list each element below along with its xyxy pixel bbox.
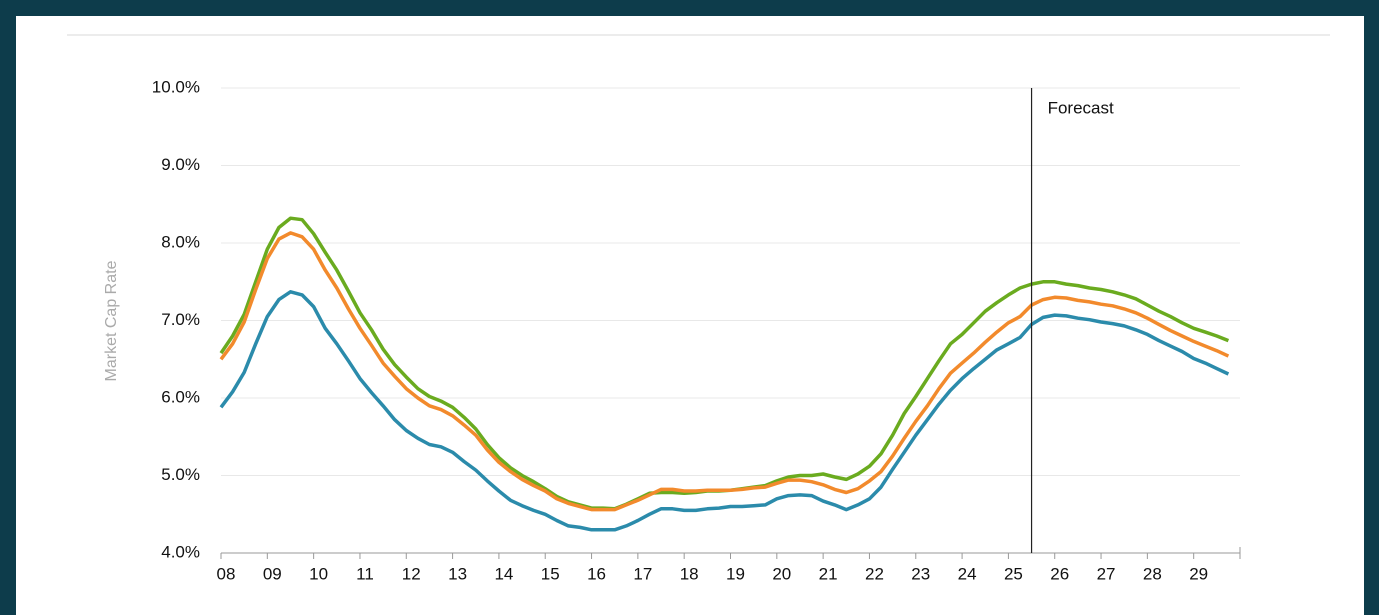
x-tick-label: 11 [356, 564, 374, 583]
y-tick-label: 9.0% [161, 155, 200, 174]
x-tick-label: 18 [680, 564, 699, 583]
y-tick-label: 6.0% [161, 387, 200, 406]
x-tick-label: 20 [772, 564, 791, 583]
x-tick-label: 12 [402, 564, 421, 583]
x-tick-label: 29 [1189, 564, 1208, 583]
annotation: Forecast [1048, 98, 1114, 117]
x-tick-label: 21 [819, 564, 838, 583]
x-tick-label: 15 [541, 564, 560, 583]
y-axis-label: Market Cap Rate [103, 260, 120, 381]
x-tick-label: 09 [263, 564, 282, 583]
x-tick-label: 16 [587, 564, 606, 583]
x-tick-label: 08 [217, 564, 236, 583]
x-tick-label: 23 [911, 564, 930, 583]
x-tick-label: 13 [448, 564, 467, 583]
x-tick-label: 28 [1143, 564, 1162, 583]
line-series [219, 216, 1230, 511]
x-tick-label: 26 [1050, 564, 1069, 583]
y-tick-label: 5.0% [161, 465, 200, 484]
line-series [219, 290, 1230, 532]
x-tick-label: 22 [865, 564, 884, 583]
x-tick-label: 24 [958, 564, 977, 583]
y-tick-label: 4.0% [161, 542, 200, 561]
x-tick-label: 10 [309, 564, 328, 583]
x-tick-label: 25 [1004, 564, 1023, 583]
line-series [219, 231, 1230, 512]
y-tick-label: 7.0% [161, 310, 200, 329]
x-tick-label: 27 [1097, 564, 1116, 583]
x-tick-label: 14 [494, 564, 513, 583]
y-tick-label: 8.0% [161, 232, 200, 251]
x-tick-label: 17 [633, 564, 652, 583]
y-tick-label: 10.0% [152, 77, 200, 96]
x-tick-label: 19 [726, 564, 745, 583]
